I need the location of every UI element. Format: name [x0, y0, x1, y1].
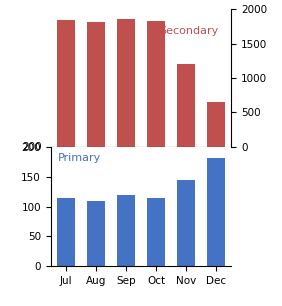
Bar: [87, 201, 105, 266]
Bar: [57, 20, 75, 147]
Bar: [207, 102, 225, 147]
Bar: [117, 19, 135, 147]
Bar: [147, 198, 165, 266]
Bar: [87, 21, 105, 147]
Bar: [177, 64, 195, 147]
Text: Primary: Primary: [58, 153, 101, 163]
Text: 200: 200: [23, 142, 42, 152]
Bar: [57, 198, 75, 266]
Bar: [117, 195, 135, 266]
Bar: [207, 158, 225, 266]
Text: Secondary: Secondary: [159, 26, 218, 36]
Bar: [177, 180, 195, 266]
Bar: [147, 21, 165, 147]
